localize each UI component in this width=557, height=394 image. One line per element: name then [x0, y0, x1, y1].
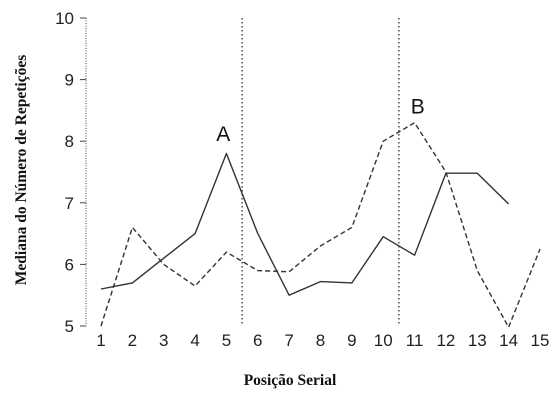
series-layer	[100, 121, 541, 328]
y-tick-label: 6	[65, 255, 74, 274]
x-axis-title: Posição Serial	[244, 372, 337, 389]
annotations: AB	[216, 95, 424, 146]
y-tick-label: 10	[55, 9, 74, 28]
x-tick-label: 4	[190, 331, 199, 350]
x-tick-label: 5	[222, 331, 231, 350]
y-tick-label: 5	[65, 317, 74, 336]
section-dividers	[241, 18, 400, 326]
x-tick-label: 11	[406, 331, 424, 350]
annotation-label: A	[216, 123, 230, 146]
y-tick-label: 9	[65, 71, 74, 90]
y-tick-label: 8	[65, 132, 74, 151]
x-tick-label: 13	[468, 331, 487, 350]
x-tick-label: 7	[284, 331, 293, 350]
x-tick-label: 12	[436, 331, 455, 350]
x-tick-label: 6	[253, 331, 262, 350]
x-tick-label: 1	[96, 331, 105, 350]
y-axis-ticks: 5 6 7 8 9 10	[55, 9, 86, 336]
x-tick-label: 3	[159, 331, 168, 350]
y-tick-label: 7	[65, 194, 74, 213]
x-tick-label: 10	[374, 331, 393, 350]
y-axis-title: Mediana do Número de Repetições	[13, 55, 30, 285]
series-line-solid	[100, 152, 510, 296]
annotation-label: B	[411, 95, 425, 118]
x-tick-label: 15	[531, 331, 550, 350]
x-axis-ticks: 1 2 3 4 5 6 7 8 9 10 11 12 13 14 15	[96, 331, 549, 350]
x-tick-label: 14	[499, 331, 518, 350]
x-tick-label: 2	[128, 331, 137, 350]
x-tick-label: 9	[347, 331, 356, 350]
x-tick-label: 8	[316, 331, 325, 350]
series-line-dashed	[100, 121, 541, 328]
